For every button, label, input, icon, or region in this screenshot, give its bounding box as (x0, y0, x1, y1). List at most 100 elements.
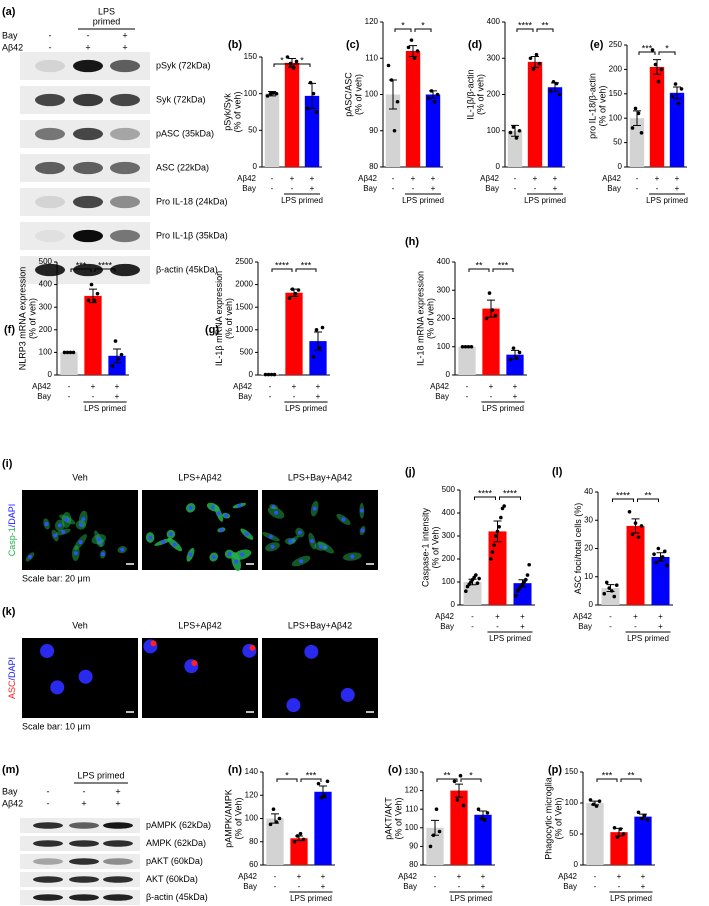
y-tick-label: 150 (244, 52, 258, 61)
data-point (670, 94, 675, 99)
data-point (659, 67, 664, 72)
condition-sign: - (496, 622, 499, 631)
data-point (464, 589, 468, 593)
data-point (298, 831, 303, 836)
y-tick-label: 120 (365, 17, 379, 26)
stain-part: Casp-1 (7, 527, 17, 556)
data-point (493, 313, 498, 318)
blot-band (33, 876, 63, 883)
y-tick-label: 90 (369, 126, 378, 135)
y-tick-label: 100 (487, 126, 501, 135)
data-point (514, 356, 519, 360)
nucleus (148, 535, 153, 540)
data-point (476, 807, 481, 811)
sig-bracket (300, 778, 322, 782)
data-point (551, 80, 556, 84)
condition-sign: + (675, 184, 680, 193)
y-tick-label: 40 (584, 487, 593, 496)
sig-label: **** (503, 488, 518, 498)
sign: - (87, 30, 90, 40)
y-tick-label: 300 (442, 531, 456, 540)
data-point (460, 344, 465, 349)
condition-sign: - (636, 174, 639, 183)
condition-sign: - (274, 882, 277, 891)
data-point (466, 344, 471, 349)
blot-band (73, 127, 103, 141)
row-name: Bay (2, 786, 18, 796)
data-point (308, 80, 313, 85)
panel-label: (c) (346, 39, 360, 51)
data-point (517, 128, 522, 133)
group-label: LPS primed (84, 404, 126, 413)
band-label: Pro IL-1β (35kDa) (156, 230, 228, 240)
data-point (274, 820, 279, 824)
panel-label: (f) (4, 324, 15, 336)
data-point (319, 795, 324, 800)
panel-label: (d) (468, 39, 482, 51)
y-tick-label: 20 (584, 544, 593, 553)
nucleus (188, 552, 193, 557)
nucleus (234, 559, 239, 564)
bar (629, 118, 645, 167)
bar (488, 531, 507, 605)
data-point (479, 816, 484, 821)
sig-label: ** (644, 490, 652, 500)
data-point (290, 287, 295, 291)
sig-label: * (469, 770, 473, 780)
condition-sign: - (471, 612, 474, 621)
data-point (68, 350, 73, 355)
nucleus (244, 532, 249, 537)
data-point (654, 560, 659, 565)
sig-label: ** (627, 770, 635, 780)
bar (304, 95, 320, 167)
sig-label: * (401, 20, 405, 30)
sig-bracket (536, 28, 554, 32)
sig-bracket (394, 28, 412, 32)
condition-sign: - (466, 392, 469, 401)
sig-bracket (637, 498, 659, 502)
y-axis-label: pAKT/AKT (384, 797, 394, 840)
data-point (113, 339, 118, 343)
condition-name: Aβ42 (233, 382, 252, 391)
data-point (119, 352, 124, 357)
data-point (618, 827, 623, 831)
y-tick-label: 60 (249, 860, 258, 869)
condition-name: Bay (440, 622, 454, 631)
y-axis-label: (% of Veh) (394, 797, 404, 839)
data-point (320, 325, 325, 330)
condition-sign: - (466, 382, 469, 391)
data-point (89, 282, 94, 287)
sig-label: *** (602, 770, 613, 780)
y-axis-label: (% of veh) (476, 74, 486, 115)
y-tick-label: 100 (565, 798, 579, 807)
error-bar (455, 783, 463, 798)
data-point (525, 573, 530, 577)
blot-band (73, 229, 103, 243)
y-tick-label: 100 (437, 342, 451, 351)
y-tick-label: 200 (487, 90, 501, 99)
stain-label: ASC/DAPI (7, 657, 17, 699)
scale-label: Scale bar: 10 μm (22, 721, 90, 731)
condition-sign: + (513, 382, 518, 391)
condition-sign: - (594, 882, 597, 891)
group-label: LPS primed (281, 196, 323, 205)
y-tick-label: 400 (442, 508, 456, 517)
panel-label: (e) (590, 39, 604, 51)
condition-name: Aβ42 (237, 174, 256, 183)
y-tick-label: 500 (442, 485, 456, 494)
data-point (265, 94, 270, 98)
nucleus (268, 534, 273, 539)
condition-name: Aβ42 (430, 382, 449, 391)
data-point (474, 573, 478, 577)
data-point (548, 89, 553, 93)
error-bar (653, 59, 661, 75)
data-point (604, 580, 609, 585)
nucleus (168, 532, 173, 537)
data-point (431, 833, 436, 838)
sig-label: **** (98, 260, 113, 270)
data-point (514, 136, 519, 140)
y-tick-label: 300 (487, 53, 501, 62)
y-tick-label: 50 (248, 125, 257, 134)
data-point (609, 589, 614, 593)
group-label: LPS primed (489, 634, 531, 643)
